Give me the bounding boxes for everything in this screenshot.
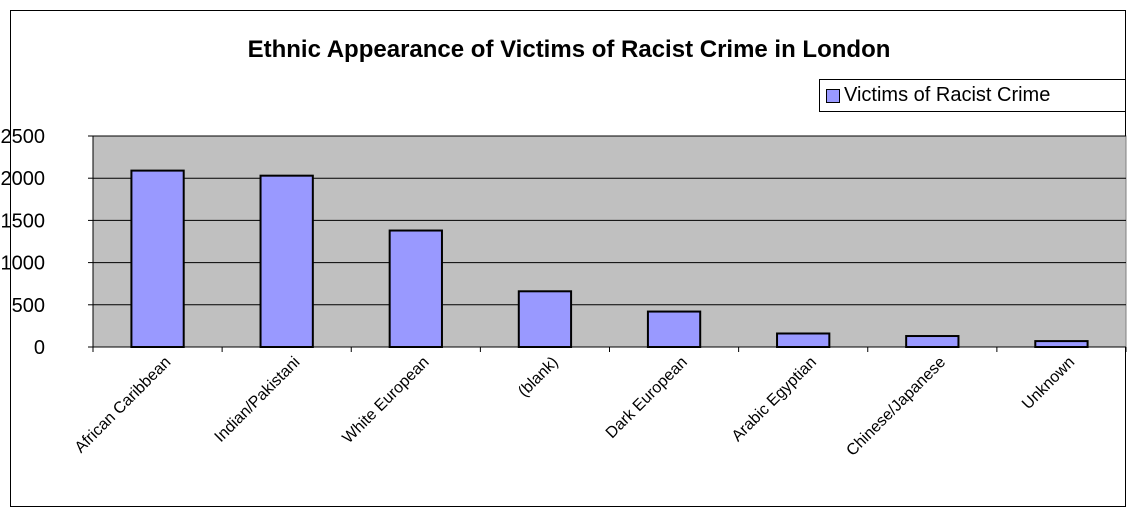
- x-tick-label: African Caribbean: [72, 354, 175, 457]
- x-tick-label: Dark European: [603, 354, 691, 442]
- y-tick-label: 2500: [1, 126, 46, 148]
- bar: [517, 290, 573, 348]
- y-tick-label: 0: [34, 337, 45, 359]
- x-tick-label: Chinese/Japanese: [843, 354, 949, 460]
- bar: [905, 335, 960, 349]
- x-tick-label: Arabic Egyptian: [729, 354, 820, 445]
- chart-title: Ethnic Appearance of Victims of Racist C…: [247, 36, 891, 63]
- y-tick-label: 2000: [1, 168, 46, 190]
- bar: [776, 332, 831, 349]
- bar: [646, 310, 702, 348]
- x-tick-label: White European: [339, 354, 432, 447]
- y-tick-label: 1500: [1, 210, 46, 232]
- legend-swatch: [826, 88, 840, 103]
- bar: [259, 174, 314, 348]
- x-tick-label: Indian/Pakistani: [212, 354, 304, 446]
- bar: [1034, 340, 1089, 349]
- x-tick-label: Unknown: [1019, 354, 1078, 413]
- y-tick-label: 500: [12, 295, 45, 317]
- legend: Victims of Racist Crime: [819, 79, 1126, 112]
- x-tick-label: (blank): [515, 354, 562, 401]
- y-tick-label: 1000: [1, 253, 46, 275]
- bar: [388, 229, 443, 348]
- legend-label: Victims of Racist Crime: [844, 84, 1051, 106]
- bar: [130, 169, 185, 348]
- plot-area: [92, 135, 1127, 348]
